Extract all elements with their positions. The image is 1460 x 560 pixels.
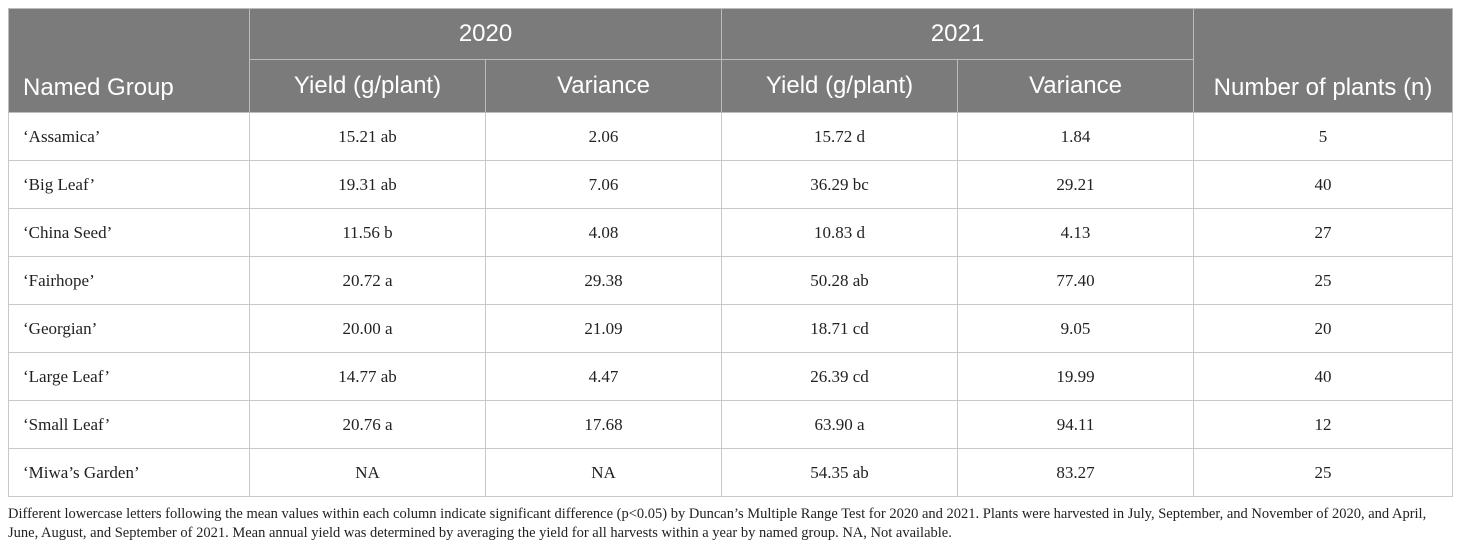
cell-yield-2020: 14.77 ab [249, 352, 486, 401]
cell-named-group: ‘Fairhope’ [8, 256, 250, 305]
cell-variance-2020: 21.09 [484, 304, 723, 353]
cell-variance-2020: NA [484, 448, 723, 497]
cell-yield-2020: 19.31 ab [249, 160, 486, 209]
cell-yield-2020: 15.21 ab [249, 112, 486, 161]
cell-variance-2020: 2.06 [484, 112, 723, 161]
table-row: ‘Big Leaf’ 19.31 ab 7.06 36.29 bc 29.21 … [8, 160, 1454, 209]
cell-variance-2021: 9.05 [957, 304, 1195, 353]
table-header: Named Group 2020 2021 Number of plants (… [8, 8, 1454, 113]
header-variance-2021: Variance [957, 59, 1195, 113]
cell-yield-2021: 36.29 bc [721, 160, 959, 209]
cell-yield-2021: 63.90 a [721, 400, 959, 449]
cell-yield-2020: NA [249, 448, 486, 497]
cell-named-group: ‘Large Leaf’ [8, 352, 250, 401]
table-footnote: Different lowercase letters following th… [8, 506, 1427, 541]
cell-yield-2020: 20.00 a [249, 304, 486, 353]
table-row: ‘Small Leaf’ 20.76 a 17.68 63.90 a 94.11… [8, 400, 1454, 449]
table-row: ‘Fairhope’ 20.72 a 29.38 50.28 ab 77.40 … [8, 256, 1454, 305]
table-row: ‘Assamica’ 15.21 ab 2.06 15.72 d 1.84 5 [8, 112, 1454, 161]
cell-named-group: ‘Big Leaf’ [8, 160, 250, 209]
cell-yield-2020: 20.72 a [249, 256, 486, 305]
cell-variance-2021: 83.27 [957, 448, 1195, 497]
cell-variance-2020: 4.08 [484, 208, 723, 257]
cell-variance-2020: 17.68 [484, 400, 723, 449]
cell-number-of-plants: 40 [1193, 160, 1454, 209]
table-row: ‘Large Leaf’ 14.77 ab 4.47 26.39 cd 19.9… [8, 352, 1454, 401]
header-year-2020: 2020 [248, 8, 723, 60]
cell-variance-2021: 1.84 [957, 112, 1195, 161]
cell-yield-2021: 10.83 d [721, 208, 959, 257]
cell-number-of-plants: 25 [1193, 256, 1454, 305]
cell-variance-2020: 4.47 [484, 352, 723, 401]
cell-yield-2021: 26.39 cd [721, 352, 959, 401]
cell-named-group: ‘Small Leaf’ [8, 400, 250, 449]
cell-variance-2020: 29.38 [484, 256, 723, 305]
cell-named-group: ‘Assamica’ [8, 112, 250, 161]
table-row: ‘Miwa’s Garden’ NA NA 54.35 ab 83.27 25 [8, 448, 1454, 497]
cell-number-of-plants: 40 [1193, 352, 1454, 401]
cell-variance-2021: 77.40 [957, 256, 1195, 305]
cell-named-group: ‘China Seed’ [8, 208, 250, 257]
cell-variance-2021: 94.11 [957, 400, 1195, 449]
header-yield-2021: Yield (g/plant) [721, 59, 959, 113]
header-number-of-plants: Number of plants (n) [1193, 8, 1454, 113]
data-table-container: Named Group 2020 2021 Number of plants (… [8, 8, 1454, 497]
cell-named-group: ‘Miwa’s Garden’ [8, 448, 250, 497]
cell-variance-2021: 4.13 [957, 208, 1195, 257]
header-variance-2020: Variance [484, 59, 723, 113]
cell-variance-2021: 29.21 [957, 160, 1195, 209]
cell-yield-2020: 11.56 b [249, 208, 486, 257]
cell-variance-2020: 7.06 [484, 160, 723, 209]
cell-named-group: ‘Georgian’ [8, 304, 250, 353]
cell-number-of-plants: 12 [1193, 400, 1454, 449]
cell-number-of-plants: 20 [1193, 304, 1454, 353]
cell-number-of-plants: 25 [1193, 448, 1454, 497]
table-row: ‘China Seed’ 11.56 b 4.08 10.83 d 4.13 2… [8, 208, 1454, 257]
cell-yield-2020: 20.76 a [249, 400, 486, 449]
cell-yield-2021: 50.28 ab [721, 256, 959, 305]
header-named-group: Named Group [8, 8, 250, 113]
cell-yield-2021: 15.72 d [721, 112, 959, 161]
cell-yield-2021: 54.35 ab [721, 448, 959, 497]
header-yield-2020: Yield (g/plant) [249, 59, 486, 113]
cell-yield-2021: 18.71 cd [721, 304, 959, 353]
cell-number-of-plants: 5 [1193, 112, 1454, 161]
cell-number-of-plants: 27 [1193, 208, 1454, 257]
header-year-2021: 2021 [721, 8, 1195, 60]
cell-variance-2021: 19.99 [957, 352, 1195, 401]
yield-table: Named Group 2020 2021 Number of plants (… [8, 8, 1454, 497]
table-row: ‘Georgian’ 20.00 a 21.09 18.71 cd 9.05 2… [8, 304, 1454, 353]
table-body: ‘Assamica’ 15.21 ab 2.06 15.72 d 1.84 5 … [8, 112, 1454, 497]
